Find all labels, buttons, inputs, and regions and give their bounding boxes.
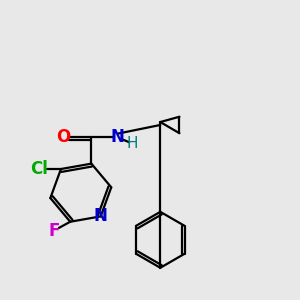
Text: N: N	[111, 128, 125, 146]
Text: Cl: Cl	[30, 160, 48, 178]
Text: F: F	[48, 222, 60, 240]
Text: N: N	[94, 207, 108, 225]
Text: H: H	[126, 136, 138, 151]
Text: O: O	[56, 128, 70, 146]
